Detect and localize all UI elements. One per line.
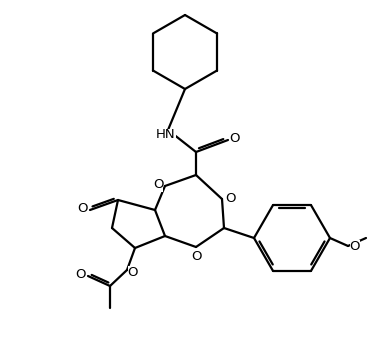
- Text: O: O: [225, 192, 235, 205]
- Text: O: O: [230, 132, 240, 145]
- Text: HN: HN: [156, 129, 176, 142]
- Text: O: O: [128, 265, 138, 279]
- Text: O: O: [77, 202, 87, 215]
- Text: O: O: [350, 239, 360, 252]
- Text: O: O: [75, 269, 85, 282]
- Text: O: O: [192, 249, 202, 262]
- Text: O: O: [153, 178, 163, 191]
